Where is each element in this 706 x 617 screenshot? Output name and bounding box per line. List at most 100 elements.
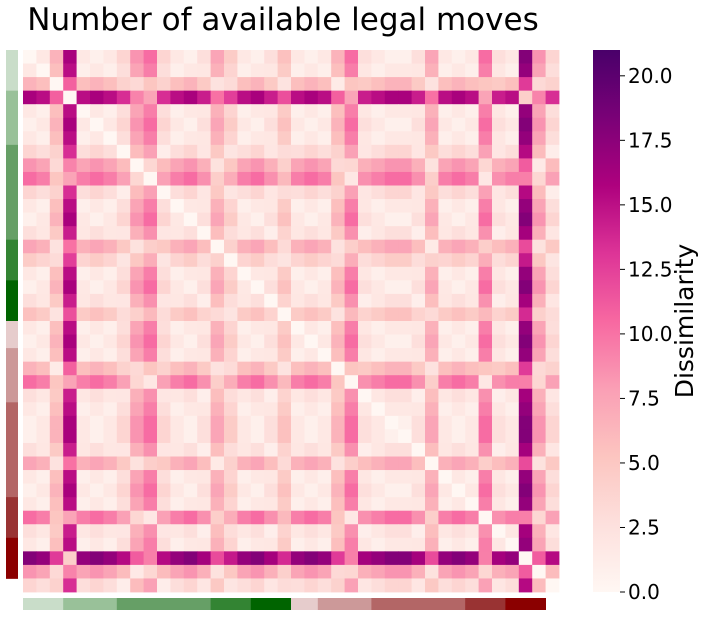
- heatmap-cell: [411, 361, 426, 376]
- heatmap-cell: [49, 510, 64, 525]
- heatmap-cell: [358, 280, 372, 295]
- heatmap-cell: [331, 456, 345, 471]
- heatmap-cell: [237, 429, 252, 444]
- heatmap-cell: [425, 104, 439, 119]
- heatmap-cell: [277, 131, 292, 146]
- heatmap-cell: [438, 483, 453, 498]
- heatmap-cell: [23, 361, 37, 376]
- heatmap-cell: [157, 144, 171, 159]
- heatmap-cell: [250, 375, 265, 390]
- heatmap-cell: [237, 253, 252, 268]
- heatmap-cell: [317, 77, 332, 92]
- heatmap-cell: [492, 375, 506, 390]
- heatmap-cell: [371, 348, 386, 363]
- heatmap-cell: [478, 402, 493, 417]
- heatmap-cell: [143, 497, 158, 512]
- heatmap-cell: [532, 266, 546, 281]
- heatmap-cell: [76, 307, 91, 322]
- heatmap-cell: [425, 334, 439, 349]
- heatmap-cell: [317, 497, 332, 512]
- heatmap-cell: [76, 50, 91, 64]
- heatmap-cell: [130, 307, 144, 322]
- heatmap-cell: [49, 293, 64, 308]
- heatmap-cell: [143, 415, 158, 430]
- heatmap-cell: [304, 77, 319, 92]
- heatmap-cells: [23, 50, 560, 593]
- heatmap-cell: [344, 537, 359, 552]
- heatmap-cell: [384, 551, 399, 566]
- heatmap-cell: [76, 578, 91, 593]
- heatmap-cell: [49, 348, 64, 363]
- heatmap-cell: [143, 524, 158, 539]
- heatmap-cell: [384, 307, 399, 322]
- heatmap-cell: [358, 510, 372, 525]
- heatmap-cell: [371, 280, 386, 295]
- heatmap-cell: [411, 524, 426, 539]
- heatmap-cell: [358, 321, 372, 335]
- heatmap-cell: [438, 90, 453, 105]
- heatmap-cell: [277, 483, 292, 498]
- heatmap-cell: [183, 131, 198, 146]
- heatmap-cell: [116, 483, 131, 498]
- heatmap-cell: [157, 402, 171, 417]
- heatmap-cell: [518, 266, 533, 281]
- heatmap-cell: [465, 144, 479, 159]
- heatmap-cell: [157, 307, 171, 322]
- heatmap-cell: [317, 131, 332, 146]
- heatmap-cell: [116, 63, 131, 78]
- heatmap-cell: [237, 158, 252, 173]
- heatmap-cell: [371, 239, 386, 254]
- heatmap-cell: [331, 266, 345, 281]
- heatmap-cell: [157, 510, 171, 525]
- heatmap-cell: [250, 321, 265, 335]
- heatmap-cell: [478, 510, 493, 525]
- heatmap-cell: [291, 321, 305, 335]
- heatmap-cell: [277, 144, 292, 159]
- heatmap-cell: [116, 388, 131, 403]
- heatmap-cell: [304, 171, 319, 186]
- heatmap-cell: [398, 226, 412, 241]
- colorbar-tick-label: 17.5: [628, 128, 673, 152]
- heatmap-cell: [49, 456, 64, 471]
- heatmap-cell: [23, 429, 37, 444]
- heatmap-cell: [90, 510, 104, 525]
- heatmap-cell: [398, 497, 412, 512]
- heatmap-cell: [465, 524, 479, 539]
- heatmap-cell: [250, 199, 265, 213]
- heatmap-cell: [451, 226, 466, 241]
- heatmap-cell: [103, 131, 118, 146]
- heatmap-cell: [197, 564, 211, 579]
- heatmap-cell: [224, 348, 238, 363]
- heatmap-cell: [264, 442, 278, 457]
- heatmap-cell: [411, 388, 426, 403]
- heatmap-cell: [76, 429, 91, 444]
- heatmap-cell: [116, 307, 131, 322]
- heatmap-cell: [438, 524, 453, 539]
- heatmap-cell: [183, 415, 198, 430]
- heatmap-cell: [170, 144, 185, 159]
- heatmap-cell: [90, 226, 104, 241]
- heatmap-cell: [264, 104, 278, 119]
- heatmap-cell: [103, 253, 118, 268]
- heatmap-cell: [331, 226, 345, 241]
- heatmap-cell: [237, 212, 252, 227]
- heatmap-cell: [224, 321, 238, 335]
- heatmap-cell: [90, 280, 104, 295]
- column-group-segment: [250, 598, 292, 610]
- heatmap-cell: [157, 50, 171, 64]
- heatmap-cell: [545, 348, 560, 363]
- heatmap-cell: [438, 537, 453, 552]
- heatmap-cell: [36, 171, 51, 186]
- heatmap-cell: [304, 321, 319, 335]
- heatmap-cell: [344, 171, 359, 186]
- heatmap-cell: [425, 307, 439, 322]
- heatmap-cell: [103, 171, 118, 186]
- heatmap-cell: [277, 212, 292, 227]
- heatmap-cell: [143, 578, 158, 593]
- heatmap-cell: [170, 77, 185, 92]
- heatmap-cell: [344, 578, 359, 593]
- heatmap-cell: [170, 510, 185, 525]
- heatmap-cell: [545, 388, 560, 403]
- heatmap-cell: [197, 415, 211, 430]
- heatmap-cell: [411, 442, 426, 457]
